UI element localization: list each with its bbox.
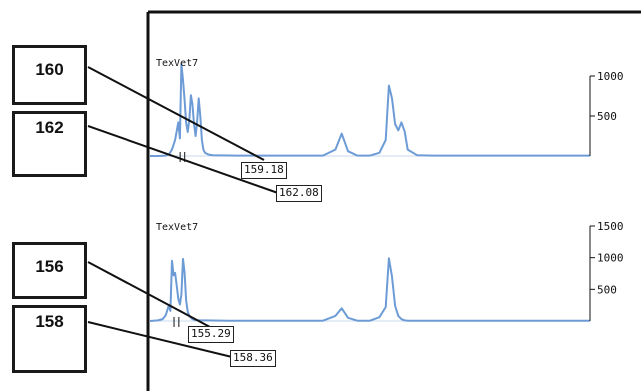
trace-line (150, 63, 590, 157)
y-tick-label: 1500 (597, 220, 624, 233)
leader-lines (87, 66, 279, 358)
trace-title-top: TexVet7 (156, 58, 199, 69)
allele-call-label: 158 (35, 312, 64, 331)
y-tick-label: 500 (597, 283, 617, 296)
y-tick-label: 1000 (597, 252, 624, 265)
trace-line (149, 257, 590, 322)
peak-size-label: 159.18 (241, 162, 287, 179)
allele-call-label: 162 (35, 118, 64, 137)
y-tick-label: 1000 (597, 70, 624, 83)
y-tick-label: 500 (597, 110, 617, 123)
allele-call-box: 158 (12, 305, 87, 373)
trace-panel-top: 500 1000 (150, 63, 624, 162)
leader-line (87, 125, 279, 194)
allele-bin-markers (173, 317, 180, 327)
leader-line (87, 66, 265, 161)
peak-size-label: 162.08 (276, 185, 322, 202)
peak-size-label: 158.36 (230, 350, 276, 367)
allele-call-label: 160 (35, 60, 64, 79)
leader-line (87, 261, 211, 328)
peak-size-label: 155.29 (188, 326, 234, 343)
allele-call-box: 160 (12, 45, 87, 105)
trace-title-bottom: TexVet7 (156, 222, 199, 233)
allele-call-box: 162 (12, 111, 87, 177)
allele-call-label: 156 (35, 257, 64, 276)
leader-line (87, 321, 233, 358)
allele-call-box: 156 (12, 242, 87, 299)
trace-panel-bottom: 500 1000 1500 (149, 220, 624, 327)
